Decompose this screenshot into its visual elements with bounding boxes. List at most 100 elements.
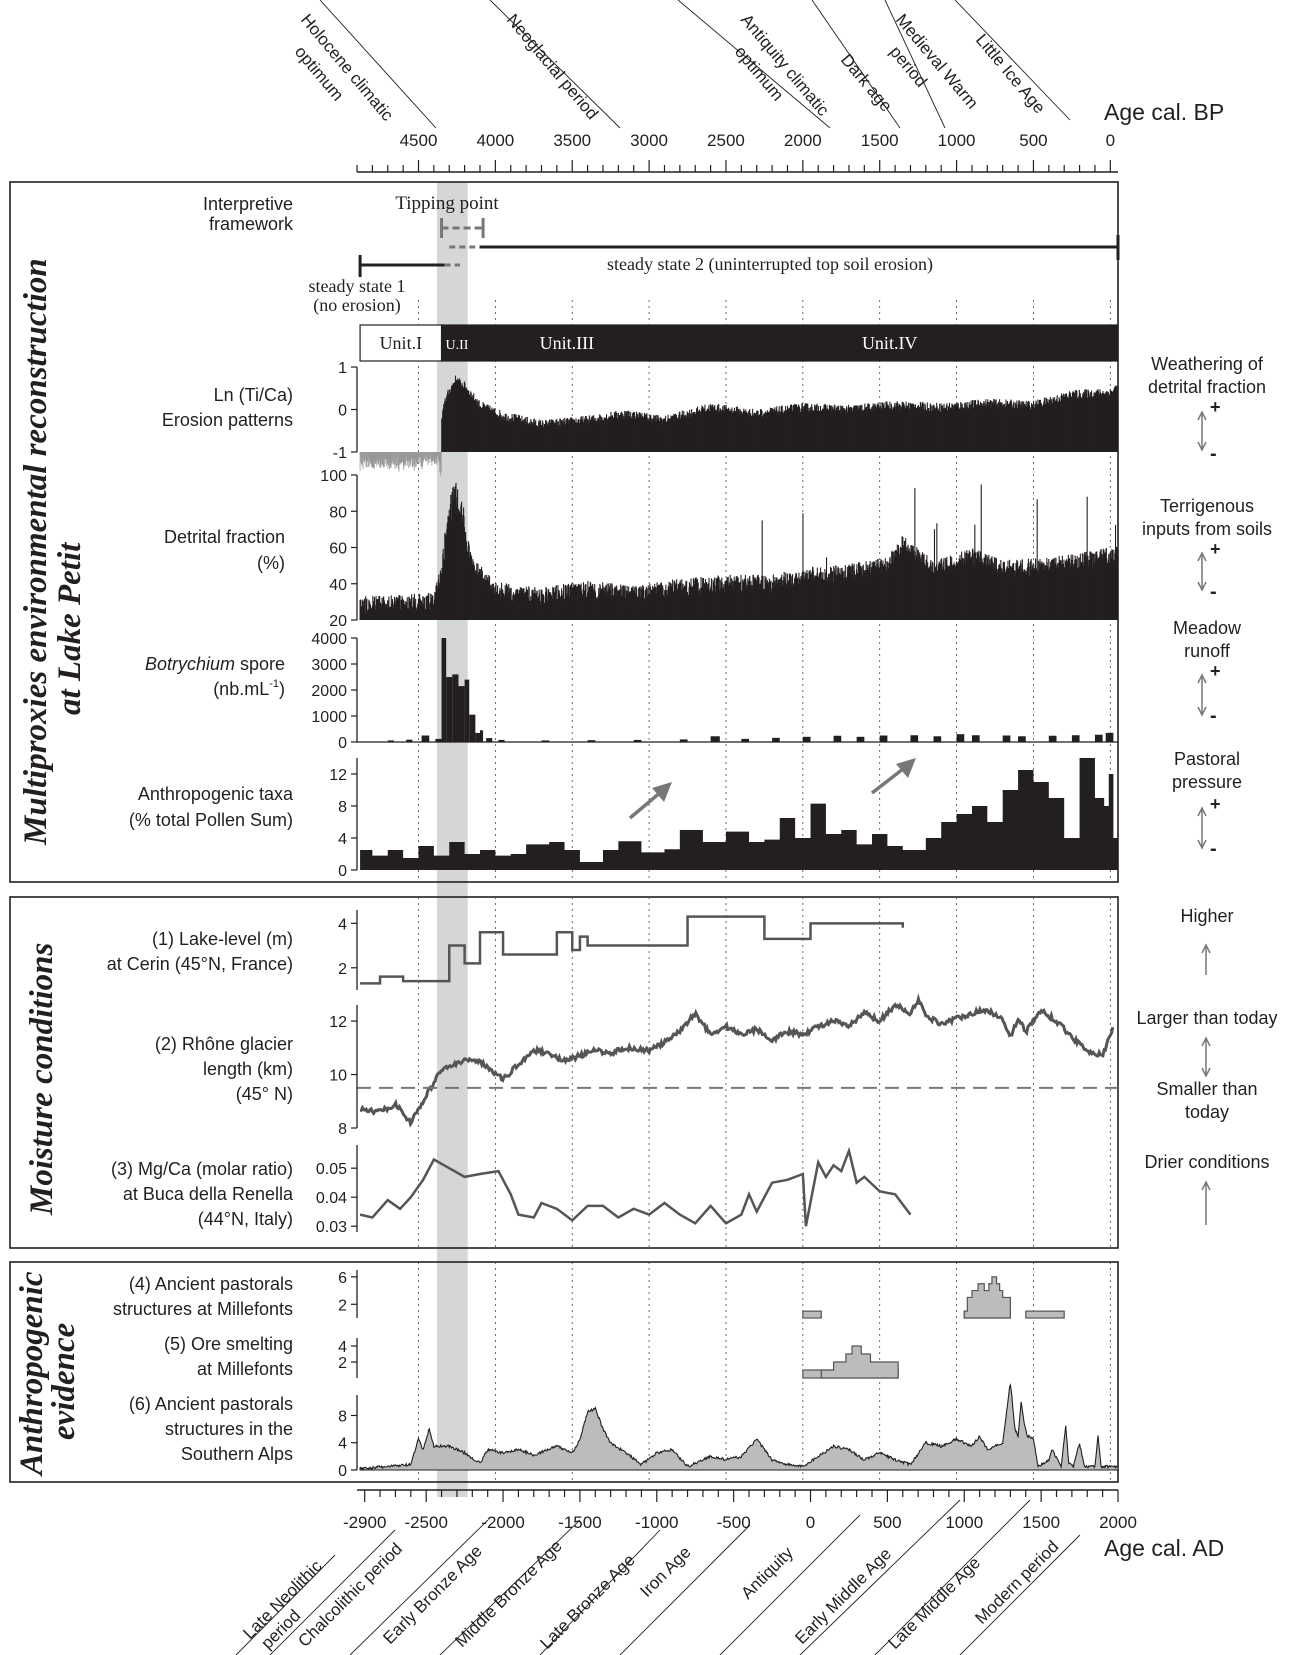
anthro-tick-label: 8	[338, 799, 347, 816]
top-tick-label: 1000	[938, 131, 976, 150]
right-label: inputs from soils	[1142, 519, 1272, 539]
anthro-arrowhead	[1197, 806, 1207, 817]
top-period-divider	[884, 0, 946, 129]
bottom-tick-label: -2500	[404, 1513, 447, 1532]
plus-sign: +	[1210, 661, 1221, 681]
millefonts-pastoral-histogram	[963, 1276, 1011, 1319]
right-label: detrital fraction	[1148, 377, 1266, 397]
top-period-divider	[319, 0, 437, 129]
bottom-tick-label: 500	[873, 1513, 901, 1532]
bottom-period-divider	[874, 1499, 1031, 1655]
top-tick-label: 1500	[861, 131, 899, 150]
botrychium-tick-label: 0	[338, 735, 347, 752]
glacier-tick-label: 10	[329, 1068, 347, 1085]
ore-smelting-histogram	[820, 1345, 899, 1379]
botrychium-bar	[441, 638, 447, 742]
bottom-tick-label: 0	[806, 1513, 815, 1532]
botrychium-bar	[1048, 735, 1057, 742]
botrychium-arrowhead	[1197, 706, 1207, 717]
bottom-period-divider	[959, 1534, 1081, 1655]
right-label: Meadow	[1173, 618, 1242, 638]
right-label: Smaller than	[1156, 1079, 1257, 1099]
panel-label-rest: spore	[235, 654, 285, 674]
anthro-tick-label: 0	[338, 863, 347, 880]
detrital-arrowhead	[1197, 581, 1207, 592]
top-period-divider	[811, 0, 901, 129]
botrychium-bar	[406, 739, 413, 742]
botrychium-bar	[741, 738, 750, 742]
panel-label: (4) Ancient pastorals	[129, 1274, 293, 1294]
anthro-tick-label: 4	[338, 831, 347, 848]
bottom-period-label: Modern period	[971, 1537, 1062, 1628]
botrychium-tick-label: 3000	[311, 657, 347, 674]
section-title: Multiproxies environmental reconstructio…	[18, 258, 54, 846]
right-label: Higher	[1180, 906, 1233, 926]
top-tick-label: 2500	[707, 131, 745, 150]
lntica-tick-label: 1	[338, 360, 347, 377]
botrychium-bar	[1018, 736, 1026, 742]
right-label: runoff	[1184, 641, 1231, 661]
bottom-period-divider	[619, 1524, 751, 1655]
bottom-tick-label: -1500	[558, 1513, 601, 1532]
bottom-tick-label: -1000	[635, 1513, 678, 1532]
botrychium-bar	[956, 734, 965, 742]
botrychium-bar	[1071, 735, 1080, 742]
botrychium-bar	[772, 737, 780, 742]
right-label: Pastoral	[1174, 749, 1240, 769]
bottom-period-divider	[439, 1519, 581, 1655]
bottom-period-divider	[349, 1519, 489, 1655]
right-label: Terrigenous	[1160, 496, 1254, 516]
top-tick-label: 4000	[476, 131, 514, 150]
anthro-tick-label: 12	[329, 767, 347, 784]
panel-label: (1) Lake-level (m)	[152, 929, 293, 949]
southern-alps-tick-label: 0	[338, 1463, 347, 1480]
top-period-divider	[954, 0, 1071, 121]
anthro-area	[360, 758, 1119, 870]
lakelevel-tick-label: 2	[338, 961, 347, 978]
unit-box	[359, 324, 443, 362]
top-period-label: Little Ice Age	[972, 30, 1049, 117]
right-label: pressure	[1172, 772, 1242, 792]
lntica-arrowhead	[1197, 441, 1207, 452]
top-period-divider	[489, 0, 621, 129]
southern-alps-tick-label: 4	[338, 1436, 347, 1453]
trend-arrowhead	[896, 758, 916, 778]
botrychium-bar	[435, 738, 442, 742]
section-title: evidence	[46, 1323, 82, 1440]
botrychium-bar	[679, 739, 688, 742]
tipping-point-band	[436, 182, 468, 1497]
panel-label: (3) Mg/Ca (molar ratio)	[111, 1159, 293, 1179]
unit-label: Unit.IV	[862, 333, 918, 353]
mgca-line	[359, 1146, 912, 1227]
section-title: Anthropogenic	[14, 1271, 50, 1477]
botrychium-arrowhead	[1197, 673, 1207, 684]
botrychium-bar	[446, 677, 453, 742]
botrychium-bar	[421, 735, 430, 742]
panel-label: (45° N)	[236, 1084, 293, 1104]
right-label: Larger than today	[1136, 1008, 1277, 1028]
top-period-divider	[677, 0, 831, 129]
trend-arrowhead	[652, 782, 672, 802]
botrychium-bar	[541, 740, 550, 742]
detrital-tick-label: 100	[320, 468, 347, 485]
top-tick-label: 0	[1106, 131, 1115, 150]
right-label: today	[1185, 1102, 1229, 1122]
glacier-tick-label: 12	[329, 1014, 347, 1031]
section-frame-2	[9, 896, 1119, 1249]
botrychium-bar	[475, 732, 480, 742]
lntica-tick-label: 0	[338, 403, 347, 420]
botrychium-bar	[458, 686, 465, 742]
bottom-period-divider	[719, 1514, 861, 1655]
botrychium-bar	[1094, 734, 1103, 742]
top-axis-title: Age cal. BP	[1104, 99, 1224, 125]
unit-label: U.II	[445, 338, 468, 353]
panel-label-sup: -1	[269, 678, 279, 690]
bottom-tick-label: 1000	[945, 1513, 983, 1532]
botrychium-bar	[464, 679, 470, 742]
minus-sign: -	[1210, 443, 1217, 465]
mgca-tick-label: 0.05	[316, 1161, 347, 1178]
plus-sign: +	[1210, 794, 1221, 814]
botrychium-bar	[856, 736, 865, 742]
bottom-tick-label: -500	[717, 1513, 751, 1532]
